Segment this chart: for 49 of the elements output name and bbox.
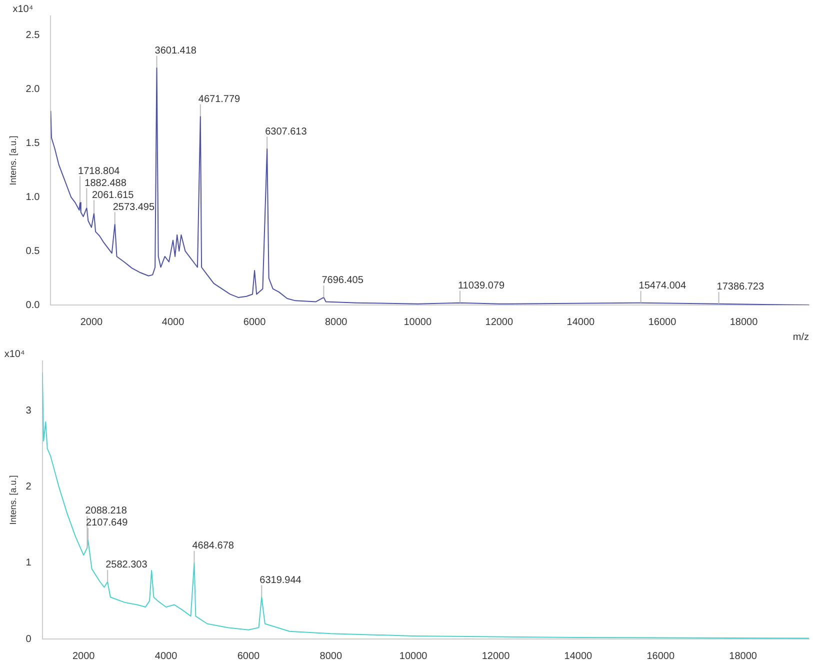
- y-tick-label: 1.5: [26, 138, 40, 149]
- y-axis-title: Intens. [a.u.]: [8, 136, 18, 186]
- x-tick-label: 16000: [646, 650, 675, 662]
- annotation: 1882.488: [84, 178, 127, 189]
- y-tick-label: 1.0: [26, 192, 40, 203]
- y-tick-label: 2.5: [26, 30, 40, 42]
- y-tick-label: 0.5: [26, 246, 40, 257]
- annotation: 2107.649: [86, 518, 128, 529]
- annotation: 17386.723: [716, 282, 764, 293]
- y-tick-label: 3: [26, 405, 32, 416]
- annotation: 2088.218: [85, 506, 128, 517]
- annotation: 1718.804: [78, 166, 120, 177]
- annotation: 2061.615: [92, 190, 134, 201]
- x-tick-label: 16000: [648, 316, 677, 328]
- y-tick-label: 0.0: [26, 300, 40, 311]
- x-tick-label: 12000: [482, 650, 510, 662]
- x-tick-label: 6000: [237, 650, 260, 662]
- y-tick-label: 1: [26, 558, 32, 569]
- x-tick-label: 6000: [243, 316, 266, 328]
- annotation: 3601.418: [154, 46, 197, 57]
- x-tick-label: 8000: [320, 650, 342, 662]
- x-tick-label: 14000: [566, 316, 596, 328]
- annotation: 6319.944: [260, 574, 302, 586]
- x-tick-label: 2000: [72, 650, 96, 662]
- annotation: 4671.779: [198, 94, 241, 106]
- x-tick-label: 4000: [162, 316, 185, 328]
- x-tick-label: 18000: [729, 650, 758, 662]
- y-tick-label: 2: [26, 481, 32, 492]
- annotation: 7696.405: [322, 275, 364, 286]
- x-tick-label: 8000: [324, 316, 348, 328]
- x-tick-label: 14000: [564, 650, 593, 662]
- y-tick-label: 2.0: [26, 84, 40, 96]
- y-tick-label: 0: [26, 634, 32, 645]
- annotation: 15474.004: [638, 280, 686, 292]
- annotation: 2582.303: [106, 560, 148, 571]
- x-axis-title: m/z: [792, 332, 809, 343]
- x-tick-label: 10000: [404, 316, 432, 328]
- text: x10⁴: [4, 348, 25, 360]
- x-tick-label: 10000: [399, 650, 428, 662]
- text: x10⁴: [12, 4, 34, 15]
- annotation: 6307.613: [265, 126, 308, 138]
- y-axis-title: Intens. [a.u.]: [8, 475, 18, 525]
- annotation: 4684.678: [192, 540, 234, 552]
- annotation: 11039.079: [458, 280, 505, 292]
- x-tick-label: 18000: [730, 316, 758, 328]
- x-tick-label: 2000: [80, 316, 104, 328]
- x-tick-label: 12000: [485, 316, 514, 328]
- x-tick-label: 4000: [154, 650, 178, 662]
- annotation: 2573.495: [112, 202, 155, 213]
